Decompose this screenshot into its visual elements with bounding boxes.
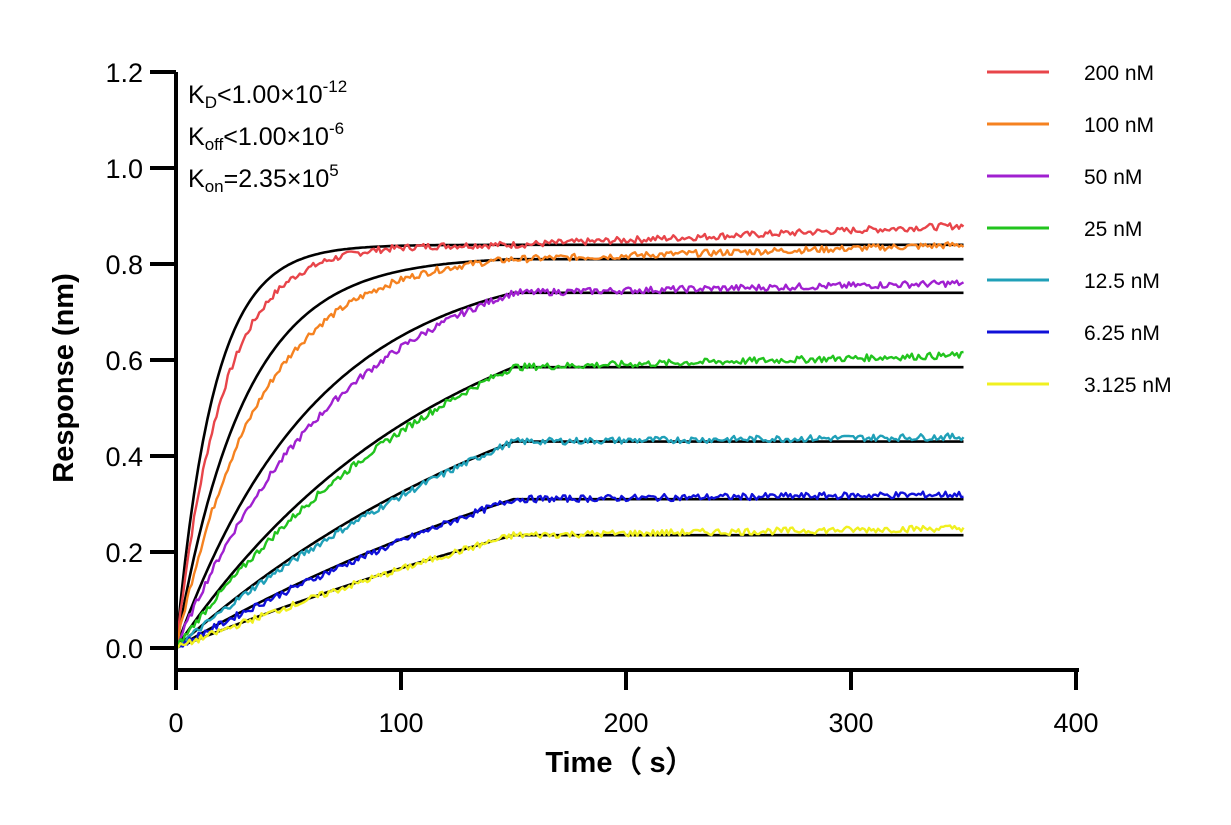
legend-label-50-nM: 50 nM [1084, 166, 1142, 189]
y-axis-title: Response (nm) [48, 273, 80, 482]
tick-marks-and-labels: 0 100 200 300 400 0.0 0.2 0.4 0.6 0.8 1.0 1.2 [105, 58, 1098, 738]
series-line-100-nM [174, 241, 965, 649]
legend-label-3.125-nM: 3.125 nM [1084, 374, 1172, 397]
y-tick-label-0.8: 0.8 [105, 250, 143, 280]
x-axis-title: Time（ s） [545, 746, 694, 779]
x-tick-label-200: 200 [603, 708, 648, 738]
series-line-25-nM [174, 350, 964, 649]
legend: 200 nM 100 nM 50 nM 25 nM 12.5 nM 6.25 nM 3.12… [987, 62, 1172, 397]
data-series [174, 221, 965, 650]
series-line-12.5-nM [175, 432, 965, 650]
y-tick-label-0.6: 0.6 [105, 346, 143, 376]
legend-label-100-nM: 100 nM [1084, 114, 1154, 137]
legend-label-200-nM: 200 nM [1084, 62, 1154, 85]
y-tick-label-0.2: 0.2 [105, 538, 143, 568]
series-line-6.25-nM [175, 490, 964, 649]
kon-annotation: Kon=2.35×105 [188, 161, 339, 196]
kd-annotation: KD<1.00×10-12 [188, 77, 348, 112]
legend-label-6.25-nM: 6.25 nM [1084, 322, 1160, 345]
y-tick-label-1.0: 1.0 [105, 154, 143, 184]
x-tick-label-300: 300 [828, 708, 873, 738]
series-line-200-nM [174, 221, 965, 649]
series-line-50-nM [174, 279, 965, 649]
x-tick-label-400: 400 [1053, 708, 1098, 738]
fit-curve-50-nM [174, 291, 964, 649]
x-tick-label-100: 100 [378, 708, 423, 738]
koff-annotation: Koff<1.00×10-6 [188, 119, 345, 154]
y-tick-label-1.2: 1.2 [105, 58, 143, 88]
series-line-3.125-nM [175, 524, 965, 650]
fit-curve-3.125-nM [175, 533, 964, 650]
fit-curve-200-nM [174, 243, 964, 649]
legend-label-25-nM: 25 nM [1084, 218, 1142, 241]
y-tick-label-0.4: 0.4 [105, 442, 143, 472]
x-tick-label-0: 0 [168, 708, 183, 738]
fit-curve-100-nM [174, 257, 964, 649]
fit-curve-6.25-nM [175, 497, 964, 650]
y-tick-label-0.0: 0.0 [105, 634, 143, 664]
fit-curve-12.5-nM [175, 440, 964, 649]
legend-label-12.5-nM: 12.5 nM [1084, 270, 1160, 293]
